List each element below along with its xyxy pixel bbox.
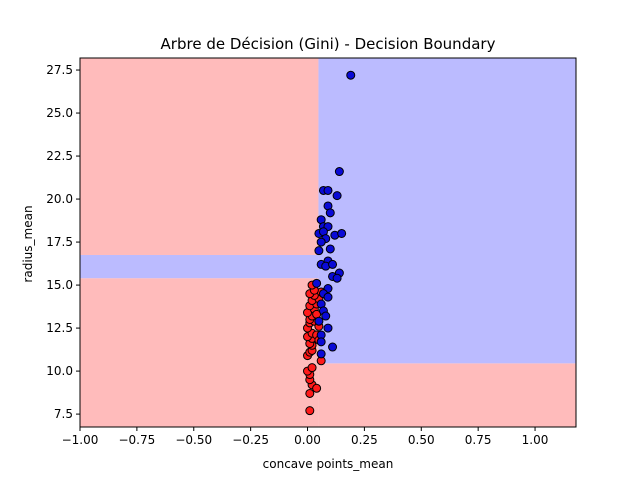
x-tick-label: 0.00 <box>294 433 321 447</box>
y-tick-label: 22.5 <box>46 149 73 163</box>
point-blue <box>325 208 335 218</box>
x-tick-label: 0.25 <box>351 433 378 447</box>
point-blue <box>316 237 326 247</box>
point-blue <box>316 337 326 347</box>
region-red <box>80 278 319 427</box>
y-tick-label: 10.0 <box>46 364 73 378</box>
x-tick-label: −1.00 <box>62 433 99 447</box>
point-blue <box>328 342 338 352</box>
y-axis: 7.5 10.0 12.5 15.0 17.5 20.0 22.5 25.0 27.5 <box>46 63 80 421</box>
x-tick-label: −0.50 <box>175 433 212 447</box>
x-tick-label: 1.00 <box>522 433 549 447</box>
x-tick-label: 0.50 <box>408 433 435 447</box>
y-tick-label: 15.0 <box>46 278 73 292</box>
data-points <box>303 70 356 416</box>
y-tick-label: 27.5 <box>46 63 73 77</box>
point-blue <box>334 167 344 177</box>
point-red <box>312 383 322 393</box>
point-blue <box>314 316 324 326</box>
point-red <box>305 406 315 416</box>
y-tick-label: 12.5 <box>46 321 73 335</box>
point-red <box>307 363 317 373</box>
point-blue <box>312 278 322 288</box>
point-blue <box>346 70 356 80</box>
chart-title: Arbre de Décision (Gini) - Decision Boun… <box>161 35 496 53</box>
point-blue <box>321 311 331 321</box>
plot-frame <box>79 57 577 428</box>
region-red <box>318 363 576 427</box>
x-axis-label: concave points_mean <box>263 457 394 471</box>
y-tick-label: 25.0 <box>46 106 73 120</box>
point-blue <box>323 323 333 333</box>
point-blue <box>328 259 338 269</box>
region-blue <box>80 254 319 279</box>
point-blue <box>332 273 342 283</box>
y-tick-label: 7.5 <box>54 407 73 421</box>
x-tick-label: −0.75 <box>118 433 155 447</box>
y-axis-label: radius_mean <box>21 205 35 282</box>
y-tick-label: 17.5 <box>46 235 73 249</box>
point-red <box>305 388 315 398</box>
point-blue <box>325 244 335 254</box>
point-blue <box>323 292 333 302</box>
point-blue <box>337 228 347 238</box>
x-tick-label: −0.25 <box>232 433 269 447</box>
decision-regions <box>80 58 576 427</box>
y-tick-label: 20.0 <box>46 192 73 206</box>
region-blue <box>318 58 576 364</box>
point-blue <box>316 349 326 359</box>
x-tick-label: 0.75 <box>465 433 492 447</box>
region-red <box>80 58 319 255</box>
point-blue <box>332 191 342 201</box>
point-blue <box>314 246 324 256</box>
x-axis: −1.00 −0.75 −0.50 −0.25 0.00 0.25 0.50 0.75 1.00 <box>62 427 549 447</box>
point-blue <box>323 185 333 195</box>
